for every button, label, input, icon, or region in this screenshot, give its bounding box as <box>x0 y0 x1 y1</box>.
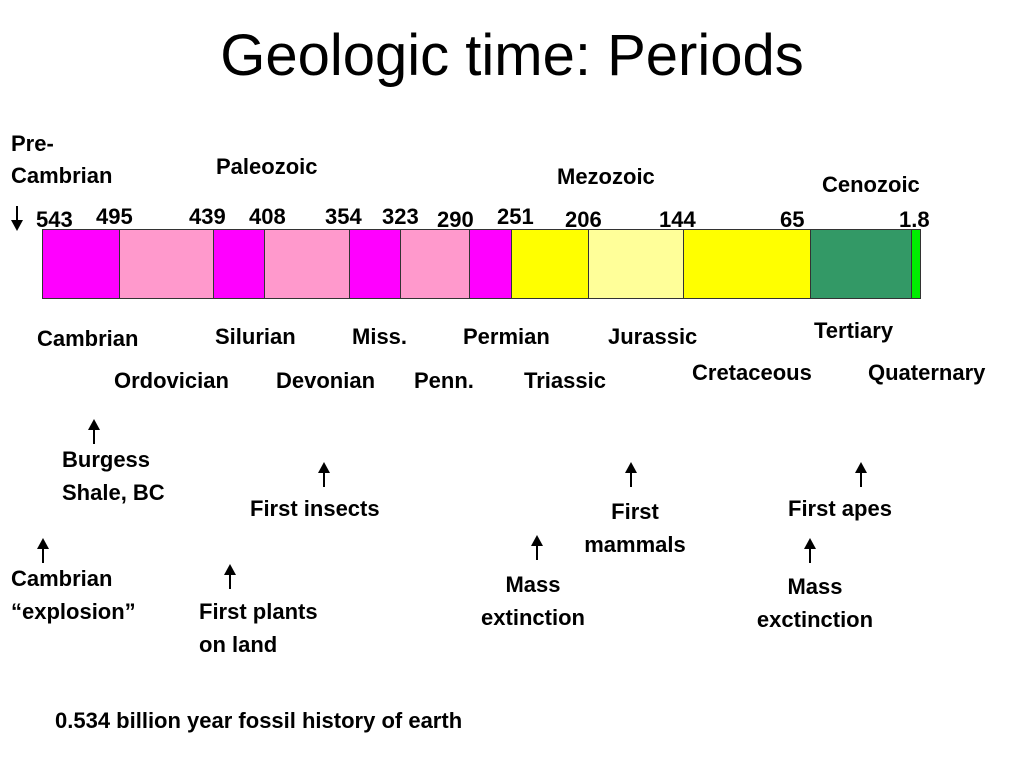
event-mass-extinction-2-line2: exctinction <box>756 607 874 632</box>
period-label-devonian: Devonian <box>276 368 376 393</box>
timeline-segment-ordovician <box>119 229 214 299</box>
event-first-mammals: First mammals <box>562 495 708 561</box>
period-label-cretaceous: Cretaceous <box>692 360 812 385</box>
event-cambrian-explosion: Cambrian “explosion” <box>11 562 136 628</box>
period-label-quaternary: Quaternary <box>868 360 986 385</box>
up-arrow-icon <box>318 462 330 487</box>
event-first-plants-line1: First plants <box>199 599 318 624</box>
timeline-bar <box>42 229 922 299</box>
timeline-segment-devonian <box>264 229 350 299</box>
down-arrow-icon <box>11 206 23 231</box>
era-label-mezozoic: Mezozoic <box>557 164 655 189</box>
period-label-tertiary: Tertiary <box>814 318 894 343</box>
era-label-precambrian: Pre- Cambrian <box>11 128 112 192</box>
era-label-cenozoic: Cenozoic <box>822 172 920 197</box>
event-burgess-shale: Burgess Shale, BC <box>62 443 165 509</box>
timeline-segment-cambrian <box>42 229 120 299</box>
era-label-precambrian-line1: Pre- <box>11 131 54 156</box>
event-first-mammals-line2: mammals <box>584 532 686 557</box>
period-label-penn: Penn. <box>414 368 474 393</box>
tick-label: 251 <box>497 204 534 229</box>
tick-label: 543 <box>36 207 73 232</box>
event-mass-extinction-2-line1: Mass <box>787 574 843 599</box>
event-mass-extinction-1-line2: extinction <box>481 605 585 630</box>
page-title: Geologic time: Periods <box>220 23 804 88</box>
period-label-triassic: Triassic <box>524 368 606 393</box>
period-label-silurian: Silurian <box>215 324 296 349</box>
event-first-insects: First insects <box>250 496 380 521</box>
period-label-cambrian: Cambrian <box>37 326 139 351</box>
up-arrow-icon <box>37 538 49 563</box>
tick-label: 408 <box>249 204 286 229</box>
tick-label: 290 <box>437 207 474 232</box>
period-label-jurassic: Jurassic <box>608 324 698 349</box>
tick-label: 1.8 <box>899 207 930 232</box>
tick-label: 439 <box>189 204 226 229</box>
timeline-segment-cretaceous <box>683 229 811 299</box>
period-label-permian: Permian <box>463 324 550 349</box>
timeline-segment-tertiary <box>810 229 912 299</box>
era-label-paleozoic: Paleozoic <box>216 154 318 179</box>
footer-caption: 0.534 billion year fossil history of ear… <box>55 708 463 733</box>
timeline-segment-quaternary <box>911 229 921 299</box>
tick-label: 144 <box>659 207 696 232</box>
timeline-segment-jurassic <box>588 229 684 299</box>
timeline-segment-miss <box>349 229 401 299</box>
timeline-segment-permian <box>469 229 512 299</box>
event-first-mammals-line1: First <box>611 499 659 524</box>
period-label-ordovician: Ordovician <box>114 368 229 393</box>
tick-label: 323 <box>382 204 419 229</box>
tick-label: 65 <box>780 207 805 232</box>
event-first-apes: First apes <box>788 496 892 521</box>
event-mass-extinction-2: Mass exctinction <box>734 570 896 636</box>
up-arrow-icon <box>625 462 637 487</box>
event-first-plants-line2: on land <box>199 632 278 657</box>
timeline-segment-triassic <box>511 229 589 299</box>
timeline-segment-penn <box>400 229 470 299</box>
event-cambrian-explosion-line2: “explosion” <box>11 599 136 624</box>
up-arrow-icon <box>804 538 816 563</box>
event-mass-extinction-1: Mass extinction <box>460 568 606 634</box>
up-arrow-icon <box>224 564 236 589</box>
era-label-precambrian-line2: Cambrian <box>11 163 113 188</box>
tick-label: 206 <box>565 207 602 232</box>
event-burgess-shale-line1: Burgess <box>62 447 151 472</box>
event-first-plants: First plants on land <box>199 595 318 661</box>
tick-label: 495 <box>96 204 133 229</box>
tick-label: 354 <box>325 204 362 229</box>
up-arrow-icon <box>531 535 543 560</box>
event-burgess-shale-line2: Shale, BC <box>62 480 165 505</box>
event-mass-extinction-1-line1: Mass <box>505 572 561 597</box>
up-arrow-icon <box>88 419 100 444</box>
event-cambrian-explosion-line1: Cambrian <box>11 566 113 591</box>
up-arrow-icon <box>855 462 867 487</box>
period-label-miss: Miss. <box>352 324 408 349</box>
timeline-segment-silurian <box>213 229 265 299</box>
